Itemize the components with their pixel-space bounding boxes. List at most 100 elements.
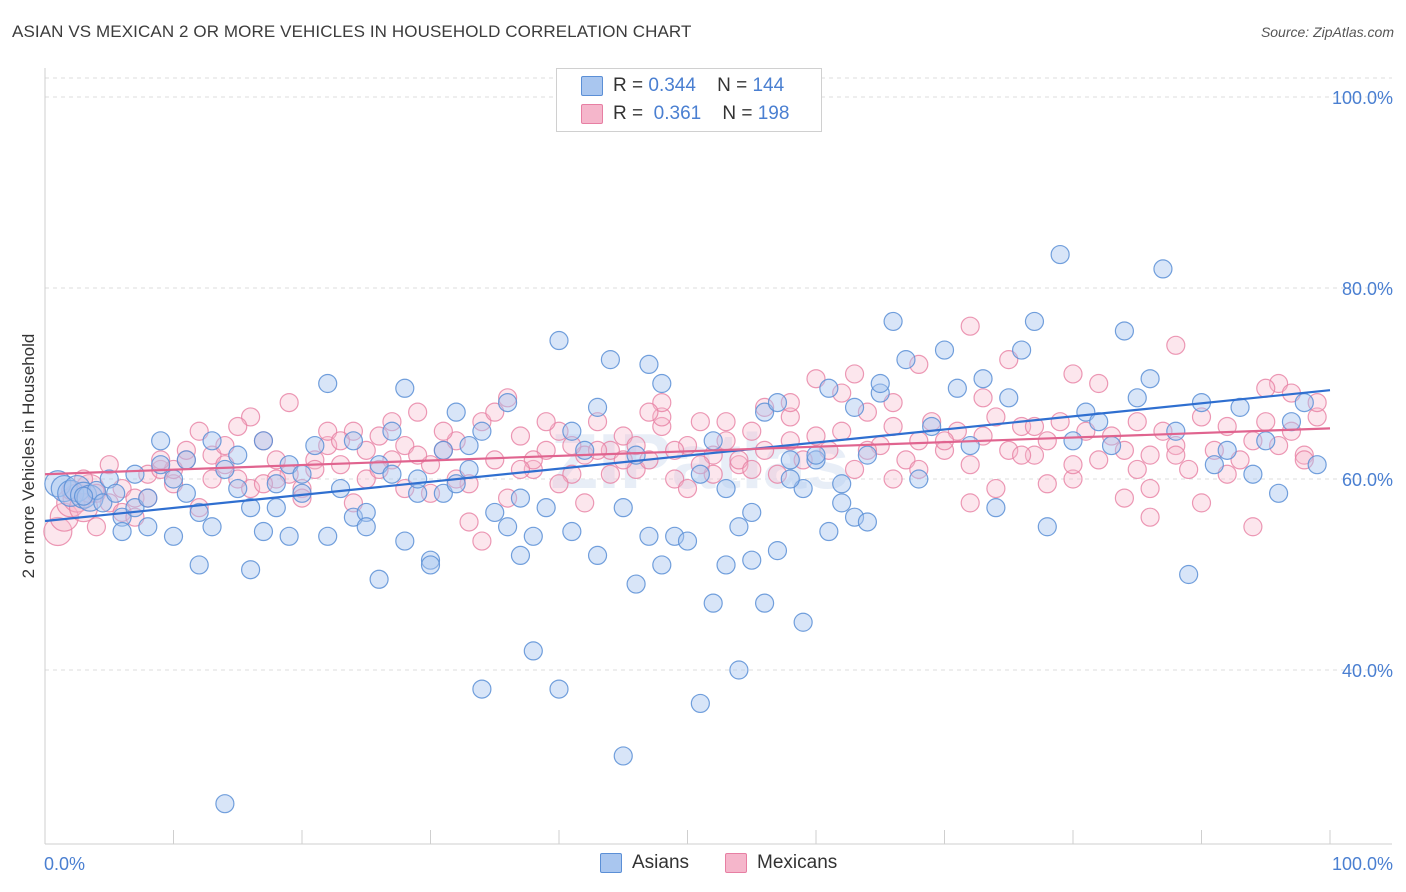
mexicans-legend-label: Mexicans <box>757 852 838 873</box>
mexicans-point <box>1089 373 1109 394</box>
y-tick-label: 40.0% <box>1342 661 1393 681</box>
asians-point <box>73 486 94 506</box>
asians-point <box>176 483 196 503</box>
asians-point <box>716 478 736 499</box>
asians-point <box>266 498 286 518</box>
mexicans-point <box>395 435 415 456</box>
asians-point <box>986 498 1006 518</box>
asians-point <box>189 555 209 575</box>
asians-point <box>266 474 286 494</box>
chart-title: ASIAN VS MEXICAN 2 OR MORE VEHICLES IN H… <box>12 22 692 41</box>
asians-point <box>1101 435 1122 456</box>
asians-point <box>1050 244 1070 265</box>
y-tick-label: 60.0% <box>1342 470 1393 490</box>
mexicans-point <box>1166 335 1186 355</box>
legend-r-value: 0.344 <box>648 75 696 96</box>
mexicans-point <box>202 469 222 489</box>
mexicans-point <box>189 421 209 441</box>
mexicans-point <box>151 450 171 470</box>
asians-point <box>562 521 582 542</box>
asians-point <box>767 541 788 561</box>
asians-point <box>1179 564 1199 585</box>
mexicans-point <box>1127 459 1147 480</box>
mexicans-point <box>1089 450 1109 470</box>
asians-point <box>1140 369 1160 389</box>
mexicans-point <box>973 388 993 408</box>
series-legend: Asians Mexicans <box>600 852 837 874</box>
mexicans-point <box>729 455 749 475</box>
mexicans-point <box>883 416 903 437</box>
asians-point <box>356 502 376 523</box>
asians-point <box>228 478 248 499</box>
asians-point <box>369 455 389 475</box>
asians-point <box>857 512 878 532</box>
asians-point <box>408 469 428 489</box>
asians-point <box>1217 440 1237 460</box>
asians-point <box>330 478 351 499</box>
mexicans-point <box>999 350 1019 370</box>
mexicans-point <box>832 383 852 403</box>
x-tick-label: 100.0% <box>1332 854 1393 874</box>
mexicans-point <box>1294 450 1314 470</box>
mexicans-point <box>742 459 762 480</box>
legend-row-mexicans: R = 0.361 N = 198 <box>581 101 789 127</box>
mexicans-point <box>806 369 826 389</box>
mexicans-trend-line <box>44 427 1331 476</box>
mexicans-point <box>986 407 1006 427</box>
axes <box>44 68 1392 845</box>
mexicans-point <box>163 474 184 494</box>
legend-row-asians: R = 0.344 N = 144 <box>581 73 784 99</box>
asians-point <box>472 421 492 441</box>
mexicans-point <box>883 469 903 489</box>
mexicans-point <box>562 464 582 484</box>
asians-point <box>1204 455 1224 475</box>
mexicans-point <box>1076 421 1096 441</box>
asians-point <box>665 526 685 546</box>
asians-point <box>241 560 261 580</box>
mexicans-point <box>536 412 556 432</box>
asians-point <box>1281 412 1302 432</box>
asians-point <box>369 569 389 589</box>
asians-point <box>163 469 184 489</box>
asians-point <box>639 354 659 374</box>
asians-point <box>690 464 710 484</box>
asians-point <box>292 464 312 484</box>
mexicans-point <box>665 469 685 489</box>
mexicans-legend-swatch <box>725 853 748 873</box>
legend-n-value: 198 <box>757 103 790 124</box>
asians-point <box>703 593 723 613</box>
asians-point <box>1294 393 1314 413</box>
mexicans-point <box>960 455 980 475</box>
asians-point <box>896 350 916 370</box>
asians-point <box>793 478 813 499</box>
asians-point <box>343 431 363 451</box>
mexicans-swatch <box>581 104 603 124</box>
asians-point <box>549 330 569 351</box>
y-tick-label: 100.0% <box>1332 88 1393 108</box>
asians-point <box>125 464 145 484</box>
asians-point <box>459 459 479 480</box>
mexicans-point <box>1191 407 1212 427</box>
asians-point <box>819 378 839 398</box>
mexicans-point <box>43 516 73 547</box>
mexicans-point <box>1191 493 1212 513</box>
asians-point <box>202 517 222 537</box>
asians-point <box>639 526 659 546</box>
correlation-legend: R = 0.344 N = 144 R = 0.361 N = 198 <box>556 68 822 132</box>
mexicans-point <box>1230 450 1250 470</box>
asians-point <box>729 660 749 680</box>
mexicans-point <box>960 316 980 336</box>
mexicans-point <box>510 459 531 480</box>
asians-legend-swatch <box>600 853 622 873</box>
mexicans-point <box>844 364 865 384</box>
legend-n-label: N = <box>722 103 753 124</box>
asians-point <box>253 521 274 542</box>
source-label: Source: ZipAtlas.com <box>1260 24 1394 40</box>
mexicans-point <box>549 474 569 494</box>
asians-point <box>523 641 543 661</box>
mexicans-point <box>1024 416 1045 437</box>
asians-point <box>138 517 158 537</box>
mexicans-point <box>857 402 878 422</box>
mexicans-point <box>780 407 800 427</box>
